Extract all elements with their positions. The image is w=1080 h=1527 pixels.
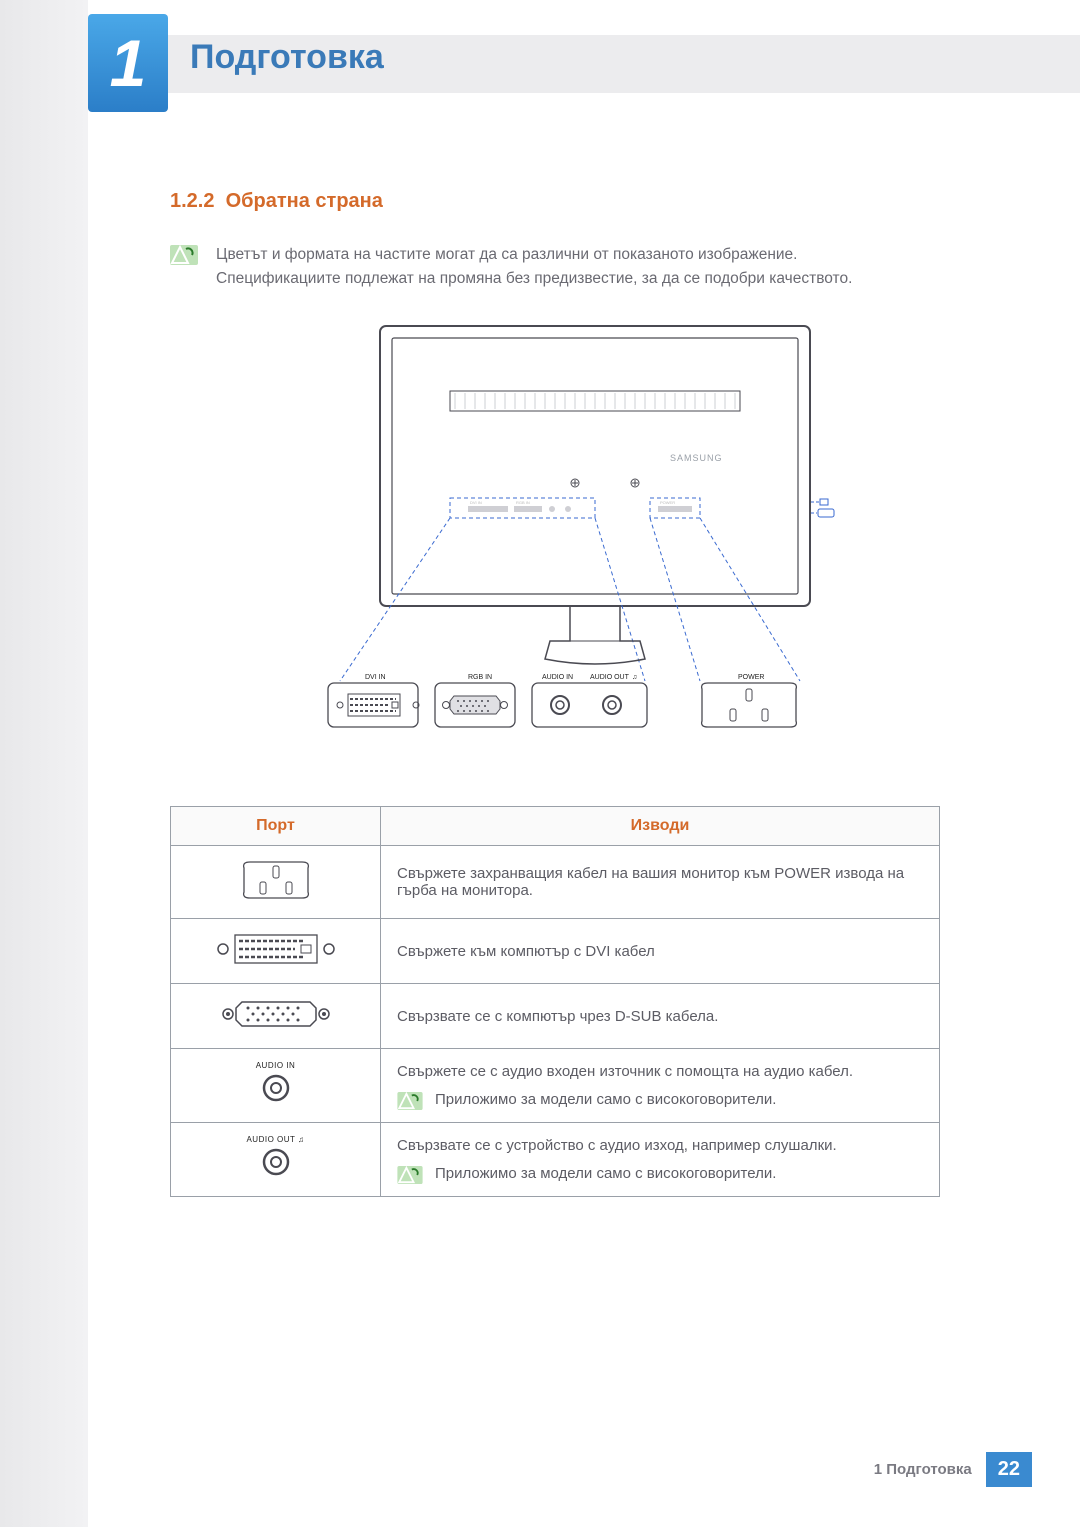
audio-out-label: AUDIO OUT ♫	[187, 1135, 364, 1144]
audio-in-label: AUDIO IN	[187, 1061, 364, 1070]
section-number: 1.2.2	[170, 190, 214, 212]
note-block: Цветът и формата на частите могат да са …	[170, 243, 940, 291]
footer: 1 Подготовка 22	[874, 1452, 1032, 1487]
port-icon-audio-out: AUDIO OUT ♫	[171, 1123, 381, 1197]
svg-text:POWER: POWER	[660, 500, 675, 505]
inline-note: Приложимо за модели само с високоговорит…	[397, 1090, 923, 1108]
svg-text:♫: ♫	[632, 674, 637, 681]
svg-text:RGB IN: RGB IN	[468, 674, 492, 681]
note-text: Цветът и формата на частите могат да са …	[216, 243, 852, 291]
table-header-row: Порт Изводи	[171, 807, 940, 846]
svg-text:POWER: POWER	[738, 674, 764, 681]
svg-text:DVI IN: DVI IN	[365, 674, 386, 681]
note-line1: Цветът и формата на частите могат да са …	[216, 243, 852, 267]
svg-text:AUDIO IN: AUDIO IN	[542, 674, 573, 681]
table-row: AUDIO OUT ♫ Свързвате се с устройство с …	[171, 1123, 940, 1197]
note-line2: Спецификациите подлежат на промяна без п…	[216, 267, 852, 291]
side-bar	[0, 0, 88, 1527]
desc-text: Свързвате се с устройство с аудио изход,…	[397, 1137, 923, 1154]
note-icon	[170, 245, 198, 265]
brand-text: SAMSUNG	[670, 453, 723, 463]
chapter-number-box: 1	[88, 14, 168, 112]
table-row: Свързвате се с компютър чрез D-SUB кабел…	[171, 984, 940, 1049]
table-row: Свържете към компютър с DVI кабел	[171, 919, 940, 984]
header-port: Порт	[171, 807, 381, 846]
chapter-title: Подготовка	[190, 38, 384, 77]
port-icon-dsub	[171, 984, 381, 1049]
table-row: Свържете захранващия кабел на вашия мони…	[171, 846, 940, 919]
port-icon-power	[171, 846, 381, 919]
footer-label: 1 Подготовка	[874, 1461, 972, 1478]
port-desc: Свържете към компютър с DVI кабел	[381, 919, 940, 984]
inline-note: Приложимо за модели само с високоговорит…	[397, 1164, 923, 1182]
port-desc: Свързвате се с компютър чрез D-SUB кабел…	[381, 984, 940, 1049]
footer-page: 22	[986, 1452, 1032, 1487]
port-desc: Свържете захранващия кабел на вашия мони…	[381, 846, 940, 919]
port-desc: Свържете се с аудио входен източник с по…	[381, 1049, 940, 1123]
table-row: AUDIO IN Свържете се с аудио входен изто…	[171, 1049, 940, 1123]
note-text: Приложимо за модели само с високоговорит…	[435, 1165, 776, 1182]
content-area: 1.2.2 Обратна страна Цветът и формата на…	[170, 190, 940, 1197]
svg-text:AUDIO OUT: AUDIO OUT	[590, 674, 630, 681]
note-icon	[397, 1092, 423, 1110]
ports-table: Порт Изводи Свържете захранващия кабел н…	[170, 806, 940, 1197]
port-icon-dvi	[171, 919, 381, 984]
port-icon-audio-in: AUDIO IN	[171, 1049, 381, 1123]
header-desc: Изводи	[381, 807, 940, 846]
svg-text:RGB IN: RGB IN	[516, 500, 530, 505]
section-heading: 1.2.2 Обратна страна	[170, 190, 940, 213]
chapter-number: 1	[110, 25, 147, 101]
svg-text:DVI IN: DVI IN	[470, 500, 482, 505]
section-title: Обратна страна	[226, 190, 383, 212]
note-icon	[397, 1166, 423, 1184]
port-desc: Свързвате се с устройство с аудио изход,…	[381, 1123, 940, 1197]
desc-text: Свържете се с аудио входен източник с по…	[397, 1063, 923, 1080]
rear-diagram: SAMSUNG DVI IN RGB IN POWER	[320, 321, 940, 766]
note-text: Приложимо за модели само с високоговорит…	[435, 1091, 776, 1108]
